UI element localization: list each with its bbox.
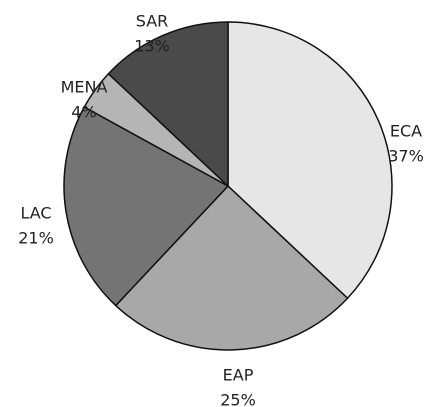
slice-label: MENA (61, 78, 108, 97)
slice-value-label: 37% (388, 147, 424, 166)
slice-label: LAC (20, 204, 51, 223)
slice-label: SAR (136, 12, 169, 31)
slice-label: EAP (223, 366, 254, 385)
pie-slice (107, 21, 229, 187)
pie-slice (114, 185, 349, 351)
pie-slice (63, 106, 229, 307)
slice-value-label: 4% (71, 103, 96, 122)
slice-value-label: 13% (134, 37, 170, 56)
pie-slice (227, 21, 393, 300)
slice-label: ECA (390, 122, 422, 141)
slice-value-label: 25% (220, 391, 256, 407)
slice-value-label: 21% (18, 229, 54, 248)
